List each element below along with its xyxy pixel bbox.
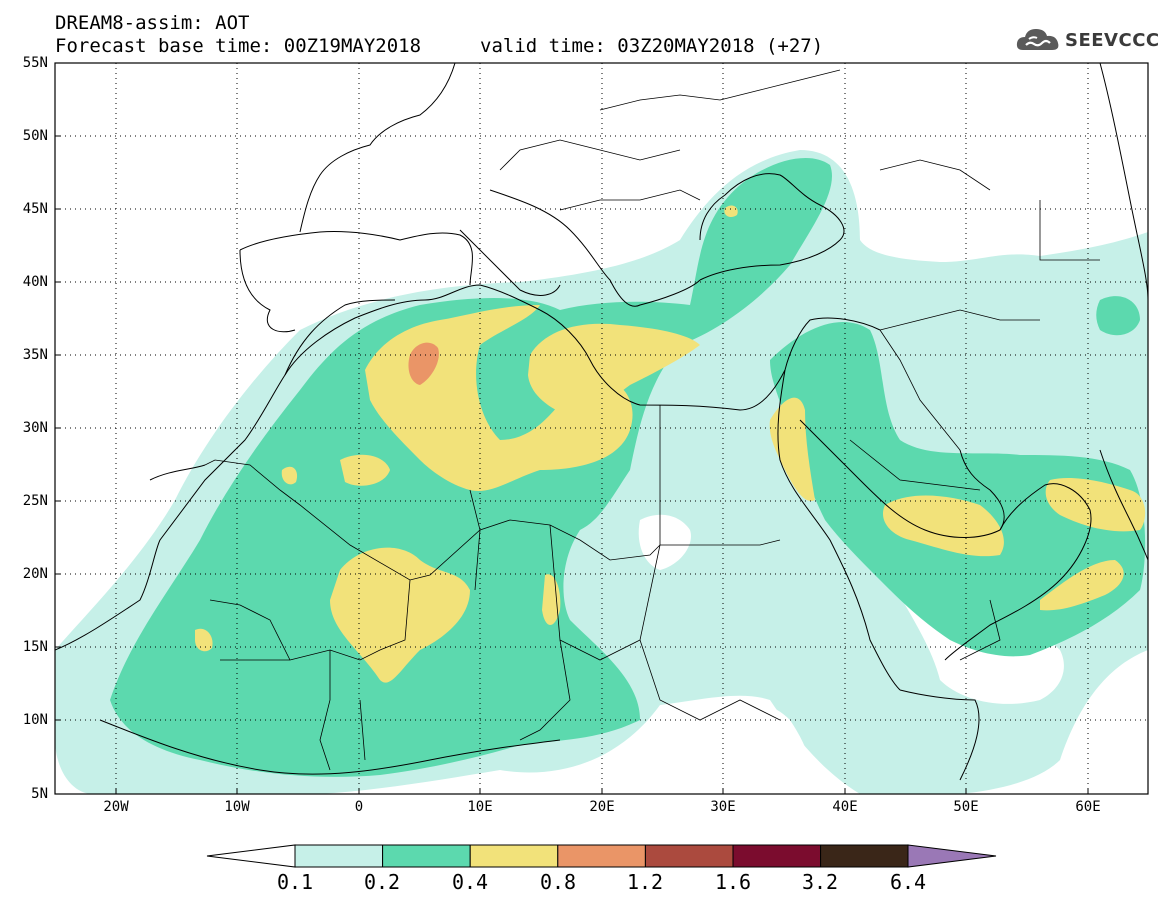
aot-contour-0.4 bbox=[195, 628, 213, 652]
lat-tick-label: 30N bbox=[22, 420, 48, 436]
lat-tick-label: 40N bbox=[22, 274, 48, 290]
aot-contour-0.4 bbox=[340, 454, 390, 486]
colorbar bbox=[206, 844, 997, 868]
lon-tick-label: 10E bbox=[467, 799, 493, 815]
aot-contour-0.4 bbox=[1045, 478, 1146, 532]
lon-tick-label: 30E bbox=[710, 799, 736, 815]
aot-contour-0.4 bbox=[281, 466, 298, 485]
aot-contour-0.8 bbox=[408, 342, 439, 385]
lon-tick-label: 20W bbox=[103, 799, 129, 815]
colorbar-swatch bbox=[382, 844, 471, 868]
seevccc-logo: SEEVCCC bbox=[1015, 24, 1159, 58]
aot-contour-0.4 bbox=[882, 495, 1004, 557]
lon-tick-label: 0 bbox=[354, 799, 364, 815]
lon-tick-label: 50E bbox=[953, 799, 979, 815]
colorbar-swatch bbox=[732, 844, 822, 868]
lon-tick-label: 10W bbox=[224, 799, 250, 815]
tick-marks bbox=[55, 62, 1089, 794]
colorbar-above-triangle bbox=[907, 844, 997, 868]
aot-contour-0.4 bbox=[1040, 560, 1124, 611]
valid-time: valid time: 03Z20MAY2018 (+27) bbox=[480, 35, 824, 57]
colorbar-below-triangle bbox=[206, 844, 296, 868]
aot-clear-area bbox=[700, 703, 811, 794]
aot-clear-area bbox=[638, 514, 691, 570]
colorbar-label: 0.1 bbox=[276, 870, 314, 894]
lat-tick-label: 5N bbox=[31, 786, 48, 802]
colorbar-label: 1.6 bbox=[714, 870, 752, 894]
lon-tick-label: 40E bbox=[832, 799, 858, 815]
colorbar-label: 6.4 bbox=[889, 870, 927, 894]
logo-text: SEEVCCC bbox=[1065, 30, 1160, 51]
colorbar-label: 0.4 bbox=[451, 870, 489, 894]
forecast-base-time: Forecast base time: 00Z19MAY2018 bbox=[55, 35, 422, 57]
lon-tick-label: 60E bbox=[1075, 799, 1101, 815]
lat-tick-label: 35N bbox=[22, 347, 48, 363]
lat-tick-label: 10N bbox=[22, 712, 48, 728]
aot-contour-0.4 bbox=[330, 547, 470, 683]
cloud-icon bbox=[1016, 29, 1059, 50]
colorbar-label: 0.2 bbox=[363, 870, 401, 894]
aot-contour-0.4 bbox=[724, 205, 738, 218]
colorbar-swatch bbox=[820, 844, 909, 868]
lat-tick-label: 15N bbox=[22, 639, 48, 655]
aot-field bbox=[55, 63, 1148, 794]
lon-tick-label: 20E bbox=[589, 799, 615, 815]
map-title: DREAM8-assim: AOT bbox=[55, 12, 250, 34]
colorbar-label: 0.8 bbox=[539, 870, 577, 894]
colorbar-swatch bbox=[294, 844, 384, 868]
lat-tick-label: 45N bbox=[22, 201, 48, 217]
aot-contour-0.2 bbox=[770, 321, 1146, 657]
lat-tick-label: 25N bbox=[22, 493, 48, 509]
aot-contour-0.2 bbox=[1096, 296, 1140, 336]
colorbar-label: 3.2 bbox=[801, 870, 839, 894]
lat-tick-label: 50N bbox=[22, 128, 48, 144]
lat-tick-label: 20N bbox=[22, 566, 48, 582]
colorbar-label: 1.2 bbox=[626, 870, 664, 894]
aot-contour-0.4 bbox=[528, 323, 700, 418]
gridlines bbox=[55, 63, 1148, 794]
coastlines bbox=[55, 63, 1148, 781]
colorbar-swatch bbox=[557, 844, 646, 868]
colorbar-swatch bbox=[469, 844, 559, 868]
colorbar-swatch bbox=[644, 844, 734, 868]
lat-tick-label: 55N bbox=[22, 55, 48, 71]
borders bbox=[204, 69, 1100, 771]
